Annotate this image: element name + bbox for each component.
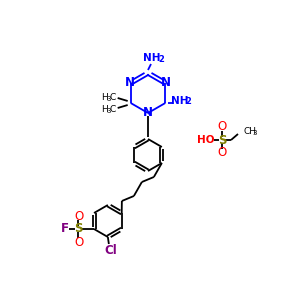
Text: F: F bbox=[61, 223, 69, 236]
Text: CH: CH bbox=[243, 127, 256, 136]
Text: S: S bbox=[218, 134, 226, 146]
Text: S: S bbox=[74, 223, 82, 236]
Text: 2: 2 bbox=[158, 55, 164, 64]
Text: C: C bbox=[110, 104, 116, 113]
Text: O: O bbox=[74, 209, 84, 223]
Text: N: N bbox=[143, 106, 153, 119]
Text: 2: 2 bbox=[185, 98, 191, 106]
Text: N: N bbox=[161, 76, 171, 89]
Text: O: O bbox=[218, 146, 226, 160]
Text: NH: NH bbox=[143, 53, 161, 63]
Text: 3: 3 bbox=[106, 96, 111, 102]
Text: O: O bbox=[74, 236, 84, 248]
Text: NH: NH bbox=[171, 96, 188, 106]
Text: H: H bbox=[101, 104, 108, 113]
Text: Cl: Cl bbox=[104, 244, 117, 256]
Text: H: H bbox=[101, 92, 108, 101]
Text: O: O bbox=[218, 121, 226, 134]
Text: N: N bbox=[125, 76, 135, 89]
Text: 3: 3 bbox=[252, 130, 256, 136]
Text: 3: 3 bbox=[106, 108, 111, 114]
Text: HO: HO bbox=[196, 135, 214, 145]
Text: C: C bbox=[110, 92, 116, 101]
